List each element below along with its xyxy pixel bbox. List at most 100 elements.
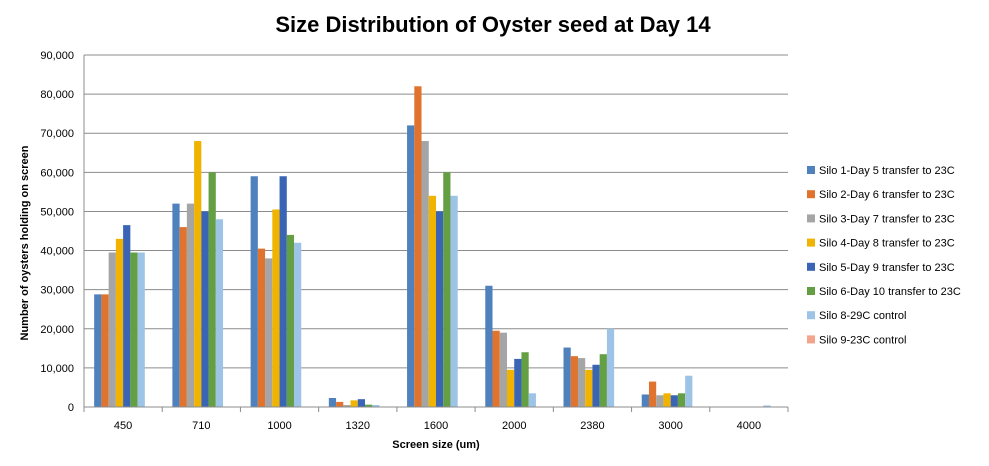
legend-label: Silo 3-Day 7 transfer to 23C bbox=[819, 213, 955, 225]
x-tick-label: 2380 bbox=[580, 420, 604, 432]
y-tick-label: 60,000 bbox=[40, 167, 74, 179]
legend-label: Silo 8-29C control bbox=[819, 310, 906, 322]
x-tick-label: 450 bbox=[114, 420, 132, 432]
bar bbox=[350, 400, 358, 407]
x-tick-label: 2000 bbox=[502, 420, 526, 432]
x-axis-label: Screen size (um) bbox=[392, 439, 480, 451]
bar bbox=[492, 330, 500, 407]
y-tick-label: 50,000 bbox=[40, 206, 74, 218]
y-tick-label: 30,000 bbox=[40, 285, 74, 297]
bar bbox=[172, 203, 180, 407]
chart-title: Size Distribution of Oyster seed at Day … bbox=[275, 12, 711, 37]
bar bbox=[641, 394, 649, 407]
bar bbox=[343, 405, 351, 407]
x-tick-label: 710 bbox=[192, 420, 210, 432]
bar bbox=[606, 328, 615, 407]
bar bbox=[294, 242, 302, 407]
x-tick-labels: 450 710 1000 1320 1600 2000 2380 3000 4000 bbox=[114, 420, 761, 432]
y-tick-label: 40,000 bbox=[40, 246, 74, 258]
legend-label: Silo 6-Day 10 transfer to 23C bbox=[819, 286, 961, 298]
bar bbox=[115, 238, 124, 407]
bar bbox=[130, 252, 138, 407]
bar bbox=[179, 227, 187, 407]
y-tick-label: 0 bbox=[68, 402, 74, 414]
bar bbox=[250, 176, 258, 407]
legend: Silo 1-Day 5 transfer to 23C Silo 2-Day 6… bbox=[807, 165, 961, 346]
bar bbox=[663, 393, 671, 407]
bar bbox=[357, 399, 366, 407]
bar bbox=[436, 211, 444, 407]
legend-label: Silo 5-Day 9 transfer to 23C bbox=[819, 262, 955, 274]
axes-group bbox=[83, 55, 789, 412]
bar bbox=[137, 252, 145, 407]
legend-label: Silo 1-Day 5 transfer to 23C bbox=[819, 165, 955, 177]
bar bbox=[215, 219, 224, 407]
bar bbox=[108, 252, 116, 407]
bar bbox=[365, 404, 373, 407]
x-tick-label: 1600 bbox=[424, 420, 448, 432]
bar bbox=[94, 294, 102, 407]
bar bbox=[528, 393, 536, 407]
y-tick-label: 10,000 bbox=[40, 363, 74, 375]
x-tick-label: 4000 bbox=[737, 420, 761, 432]
bar bbox=[265, 258, 273, 407]
bar bbox=[499, 332, 507, 407]
legend-swatch bbox=[807, 238, 815, 247]
y-axis-label: Number of oysters holding on screen bbox=[19, 145, 31, 340]
legend-swatch bbox=[807, 166, 815, 174]
bar bbox=[414, 86, 422, 408]
bar bbox=[521, 352, 529, 407]
bar bbox=[443, 172, 451, 407]
bar bbox=[257, 248, 266, 407]
bar bbox=[407, 125, 415, 408]
y-tick-label: 20,000 bbox=[40, 324, 74, 336]
bar bbox=[328, 398, 337, 407]
bar bbox=[677, 393, 686, 407]
bar bbox=[286, 234, 295, 407]
x-tick-label: 1320 bbox=[346, 420, 370, 432]
y-tick-label: 90,000 bbox=[40, 50, 74, 62]
y-tick-label: 80,000 bbox=[40, 89, 74, 101]
legend-swatch bbox=[807, 190, 815, 199]
bar bbox=[279, 176, 287, 407]
x-tick-label: 1000 bbox=[267, 420, 291, 432]
bar bbox=[685, 375, 693, 407]
y-tick-labels: 0 10,000 20,000 30,000 40,000 50,000 60,000 70,… bbox=[40, 50, 74, 414]
bar bbox=[201, 211, 209, 407]
bar bbox=[336, 401, 344, 407]
bar bbox=[514, 358, 522, 407]
bar bbox=[372, 405, 380, 407]
bar bbox=[585, 369, 593, 407]
bar bbox=[570, 356, 578, 407]
legend-label: Silo 9-23C control bbox=[819, 334, 906, 346]
bar bbox=[208, 172, 216, 407]
bar bbox=[577, 358, 586, 407]
legend-label: Silo 4-Day 8 transfer to 23C bbox=[819, 238, 955, 250]
bar bbox=[670, 395, 678, 407]
bar bbox=[123, 225, 131, 407]
legend-swatch bbox=[807, 335, 815, 344]
bar bbox=[648, 381, 657, 407]
bar bbox=[763, 405, 771, 407]
bar bbox=[656, 395, 664, 407]
bar bbox=[450, 195, 458, 407]
bar bbox=[428, 195, 436, 407]
bar bbox=[563, 347, 571, 407]
bar bbox=[101, 294, 109, 407]
bar bbox=[186, 203, 195, 407]
y-tick-label: 70,000 bbox=[40, 128, 74, 140]
legend-swatch bbox=[807, 214, 815, 223]
bar bbox=[592, 364, 600, 407]
legend-swatch bbox=[807, 287, 815, 295]
legend-swatch bbox=[807, 262, 815, 271]
legend-label: Silo 2-Day 6 transfer to 23C bbox=[819, 189, 955, 201]
legend-swatch bbox=[807, 311, 815, 320]
bar bbox=[421, 141, 429, 408]
x-tick-label: 3000 bbox=[658, 420, 682, 432]
bar bbox=[272, 209, 280, 407]
bar bbox=[485, 285, 493, 407]
bar bbox=[194, 141, 202, 408]
bar bbox=[599, 354, 607, 407]
